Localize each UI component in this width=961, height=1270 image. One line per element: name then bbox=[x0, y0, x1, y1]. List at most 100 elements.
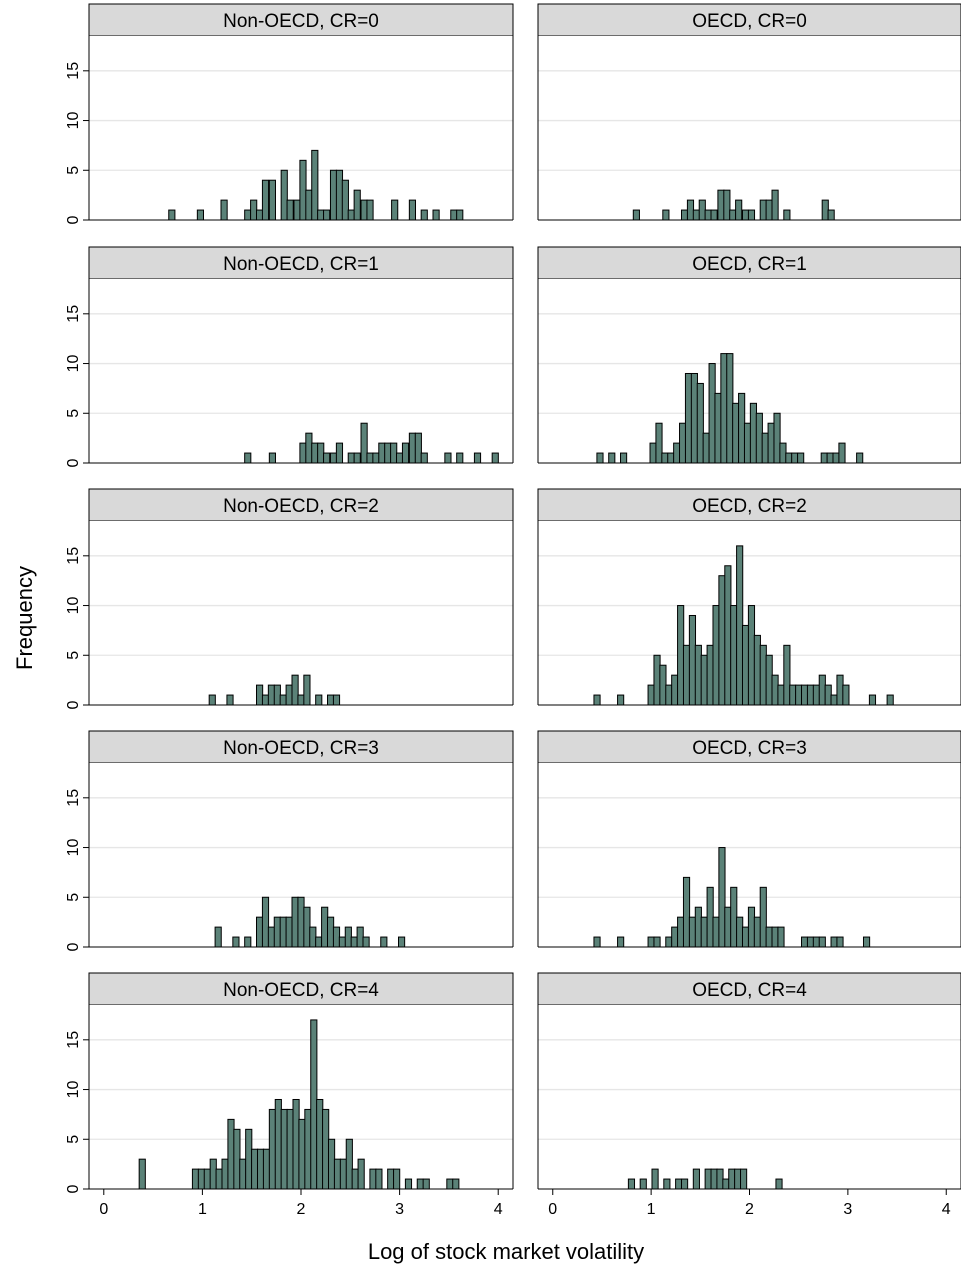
panel-strip bbox=[537, 730, 961, 764]
x-tick-label: 2 bbox=[745, 1201, 754, 1218]
histogram-bar bbox=[456, 452, 464, 464]
histogram-bar bbox=[771, 674, 779, 706]
histogram-bar bbox=[232, 936, 240, 948]
histogram-bar bbox=[267, 684, 276, 706]
histogram-bar bbox=[675, 1178, 683, 1190]
histogram-bar bbox=[647, 684, 655, 706]
histogram-bar bbox=[702, 432, 710, 464]
histogram-bar bbox=[305, 189, 313, 221]
histogram-bar bbox=[720, 353, 728, 464]
histogram-bar bbox=[305, 432, 313, 464]
histogram-bar bbox=[620, 452, 628, 464]
histogram-bar bbox=[732, 402, 740, 464]
histogram-bar bbox=[801, 936, 809, 948]
histogram-bar bbox=[390, 442, 398, 464]
histogram-bar bbox=[755, 412, 763, 464]
histogram-bar bbox=[783, 644, 791, 706]
histogram-bar bbox=[408, 432, 417, 464]
histogram-bar bbox=[274, 1098, 282, 1190]
histogram-bar bbox=[338, 936, 346, 948]
panel-strip bbox=[537, 3, 961, 37]
histogram-bar bbox=[220, 199, 228, 221]
histogram-bar bbox=[700, 654, 708, 706]
x-tick-label: 4 bbox=[494, 1201, 503, 1218]
histogram-bar bbox=[285, 916, 293, 948]
histogram-bar bbox=[360, 422, 368, 464]
histogram-bar bbox=[316, 1098, 324, 1190]
histogram-bar bbox=[420, 209, 428, 221]
y-tick-label: 0 bbox=[65, 942, 82, 951]
histogram-bar bbox=[280, 1108, 288, 1190]
histogram-bar bbox=[356, 926, 364, 948]
panel: OECD, CR=4 bbox=[537, 972, 961, 1190]
histogram-bar bbox=[221, 1158, 229, 1190]
histogram-bar bbox=[251, 1148, 259, 1190]
histogram-bar bbox=[397, 936, 406, 948]
histogram-bar bbox=[261, 179, 270, 221]
histogram-bar bbox=[404, 1178, 413, 1190]
panel-strip bbox=[88, 488, 514, 522]
x-tick-label: 2 bbox=[297, 1201, 306, 1218]
histogram-bar bbox=[753, 916, 761, 948]
histogram-bar bbox=[765, 199, 773, 221]
histogram-bar bbox=[785, 452, 793, 464]
histogram-bar bbox=[444, 452, 452, 464]
histogram-bar bbox=[617, 694, 625, 706]
histogram-bar bbox=[327, 694, 335, 706]
histogram-bar bbox=[777, 926, 785, 948]
histogram-bar bbox=[322, 1108, 330, 1190]
histogram-bar bbox=[726, 353, 734, 464]
histogram-bar bbox=[730, 886, 738, 948]
panel-strip bbox=[537, 972, 961, 1006]
histogram-bar bbox=[362, 936, 370, 948]
panel: Non-OECD, CR=0 0 5 10 15 bbox=[65, 3, 514, 224]
histogram-bar bbox=[203, 1168, 211, 1190]
histogram-bar bbox=[736, 916, 744, 948]
y-tick-label: 5 bbox=[65, 651, 82, 660]
histogram-bar bbox=[738, 392, 746, 464]
histogram-bar bbox=[347, 209, 355, 221]
histogram-bar bbox=[723, 189, 731, 221]
histogram-bar bbox=[718, 847, 726, 948]
histogram-bar bbox=[138, 1158, 146, 1190]
histogram-bar bbox=[280, 169, 288, 221]
histogram-bar bbox=[692, 1168, 700, 1190]
histogram-bar bbox=[422, 1178, 430, 1190]
histogram-bar bbox=[304, 1108, 312, 1190]
histogram-bar bbox=[671, 926, 679, 948]
plot-area bbox=[538, 36, 961, 220]
histogram-bar bbox=[366, 199, 374, 221]
x-axis-right: 0 1 2 3 4 bbox=[548, 1189, 951, 1218]
histogram-bar bbox=[332, 694, 341, 706]
histogram-bar bbox=[432, 209, 440, 221]
histogram-bar bbox=[311, 149, 319, 221]
histogram-bar bbox=[659, 664, 667, 706]
x-tick-label: 0 bbox=[548, 1201, 557, 1218]
panel-strip bbox=[88, 972, 514, 1006]
histogram-bar bbox=[250, 199, 258, 221]
histogram-bar bbox=[291, 896, 299, 948]
histogram-bar bbox=[728, 1168, 736, 1190]
histogram-bar bbox=[450, 209, 458, 221]
histogram-bar bbox=[667, 452, 675, 464]
histogram-bar bbox=[327, 1138, 336, 1190]
histogram-bar bbox=[821, 199, 829, 221]
histogram-bar bbox=[333, 1158, 342, 1190]
y-tick-label: 5 bbox=[65, 1135, 82, 1144]
histogram-bar bbox=[818, 674, 826, 706]
histogram-bar bbox=[329, 452, 338, 464]
histogram-bar bbox=[724, 565, 732, 706]
y-tick-label: 15 bbox=[65, 547, 82, 565]
histogram-bar bbox=[761, 432, 769, 464]
histogram-bar bbox=[741, 926, 750, 948]
histogram-bar bbox=[677, 916, 685, 948]
histogram-bar bbox=[771, 926, 779, 948]
histogram-bar bbox=[704, 209, 712, 221]
histogram-bar bbox=[806, 684, 815, 706]
histogram-bar bbox=[827, 209, 835, 221]
histogram-bar bbox=[647, 936, 655, 948]
histogram-bar bbox=[779, 442, 787, 464]
histogram-bar bbox=[773, 412, 781, 464]
x-axis-title: Log of stock market volatility bbox=[368, 1239, 644, 1264]
histogram-bar bbox=[387, 1168, 395, 1190]
